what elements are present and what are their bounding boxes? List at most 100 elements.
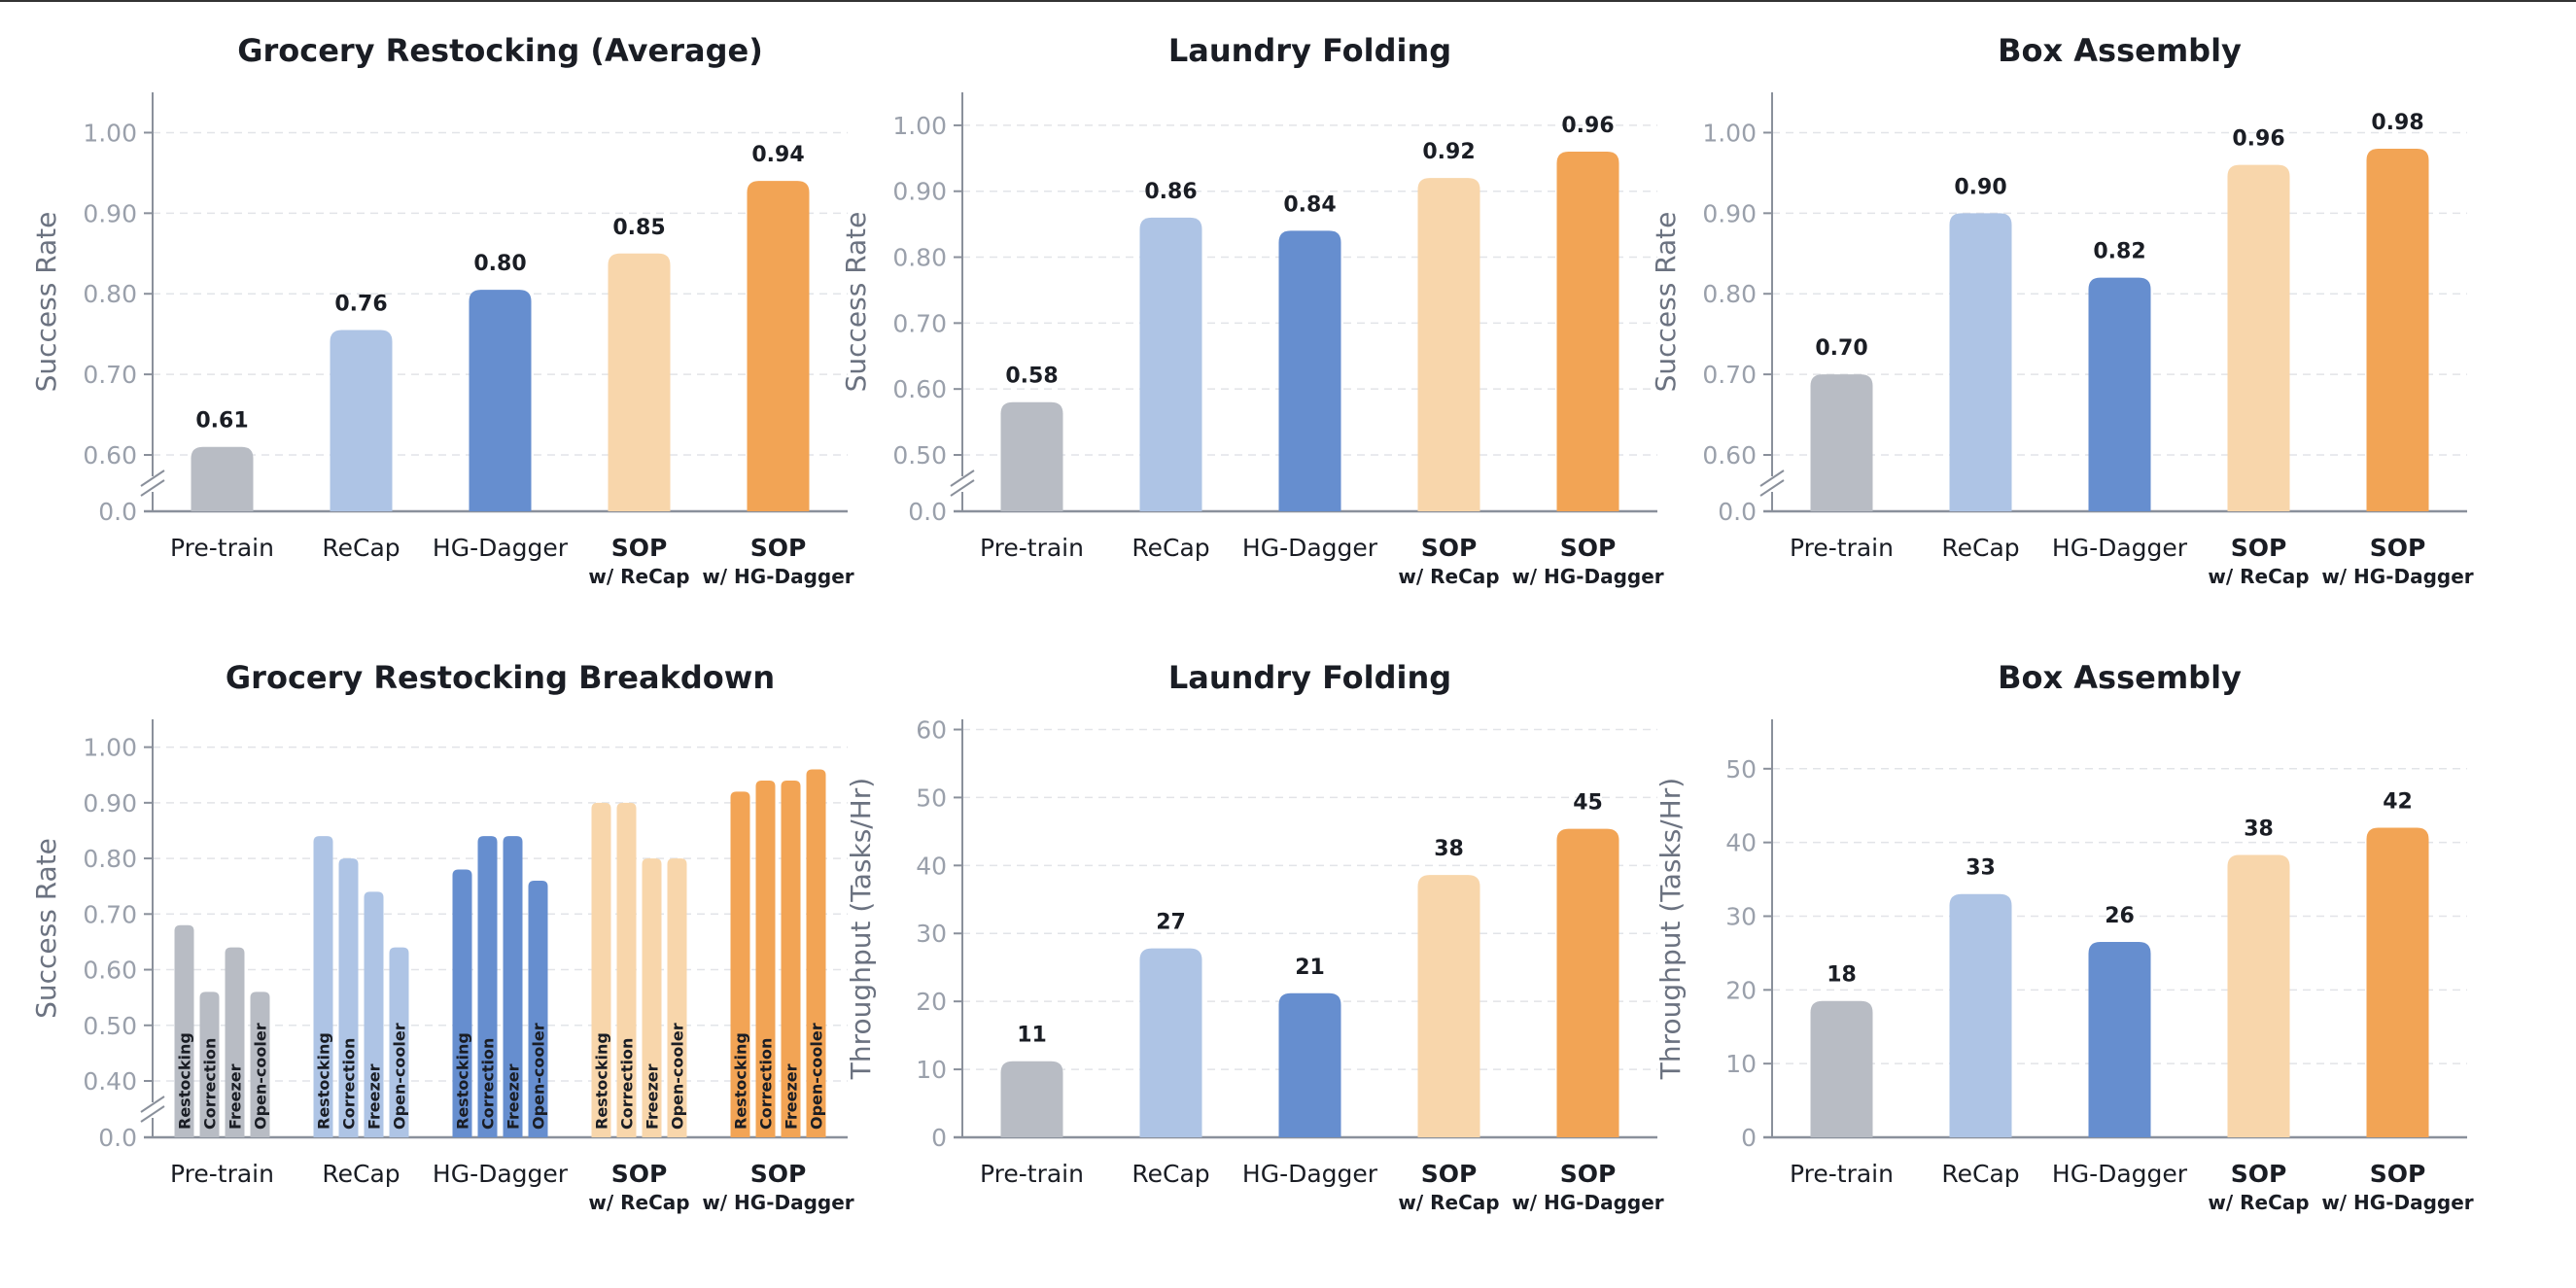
x-tick-sublabel: w/ ReCap xyxy=(2208,1191,2309,1214)
bar-open-cooler xyxy=(389,947,409,1137)
bar-sublabel: Correction xyxy=(479,1038,498,1130)
value-label: 42 xyxy=(2383,789,2413,814)
bar xyxy=(2366,149,2429,511)
value-label: 11 xyxy=(1017,1024,1047,1048)
bar-correction xyxy=(616,802,637,1137)
bar xyxy=(2088,942,2151,1137)
value-label: 0.84 xyxy=(1283,192,1336,217)
axis-break-mark xyxy=(140,479,165,497)
bar xyxy=(1139,217,1202,511)
bar-freezer xyxy=(225,947,245,1137)
value-label: 26 xyxy=(2105,904,2135,928)
bar-sublabel: Restocking xyxy=(315,1032,333,1130)
value-label: 0.96 xyxy=(2232,127,2284,152)
y-tick-label: 0.60 xyxy=(83,441,137,470)
y-tick-label: 0.70 xyxy=(892,309,947,337)
bar xyxy=(2227,854,2290,1137)
value-label: 0.92 xyxy=(1422,140,1475,164)
bar-sublabel: Restocking xyxy=(176,1032,194,1130)
bar-correction xyxy=(755,780,776,1137)
bar xyxy=(2227,164,2290,511)
bar xyxy=(1278,230,1341,511)
value-label: 0.90 xyxy=(1954,175,2006,199)
value-label: 0.82 xyxy=(2093,240,2145,264)
bar-open-cooler xyxy=(528,880,548,1137)
bar-sublabel: Correction xyxy=(618,1038,637,1130)
value-label: 0.85 xyxy=(612,216,665,240)
y-tick-label: 0.0 xyxy=(908,498,947,526)
bar-freezer xyxy=(781,780,801,1137)
value-label: 21 xyxy=(1295,956,1325,980)
bar xyxy=(1000,401,1063,511)
x-tick-label: Pre-train xyxy=(980,1160,1084,1188)
x-tick-sublabel: w/ ReCap xyxy=(588,1191,689,1214)
chart-panel-1: Grocery Restocking (Average) 0.0 0.60 0.70 0… xyxy=(30,32,854,588)
bar-restocking xyxy=(730,791,750,1137)
x-tick-label: SOP xyxy=(2370,534,2426,562)
bar xyxy=(1417,178,1480,511)
y-tick-label: 0.80 xyxy=(1702,280,1757,308)
y-tick-label: 50 xyxy=(916,783,947,812)
bar-sublabel: Open-cooler xyxy=(808,1023,826,1130)
bar-restocking xyxy=(174,924,194,1137)
bar-correction xyxy=(199,992,220,1137)
x-tick-label: ReCap xyxy=(1941,534,2019,562)
y-axis-label: Success Rate xyxy=(30,212,62,393)
y-tick-label: 1.00 xyxy=(83,734,137,762)
bar-sublabel: Freezer xyxy=(366,1063,384,1130)
chart-title: Box Assembly xyxy=(1998,32,2242,69)
chart-panel-6: Box Assembly 0 10 20 30 40 50 Throughput (Tasks… xyxy=(1654,659,2474,1214)
bar-freezer xyxy=(364,891,384,1137)
x-tick-label: ReCap xyxy=(322,534,400,562)
value-label: 0.70 xyxy=(1815,336,1867,361)
x-tick-label: SOP xyxy=(2370,1160,2426,1188)
bar-sublabel: Restocking xyxy=(732,1032,750,1130)
chart-title: Box Assembly xyxy=(1998,659,2242,696)
x-tick-sublabel: w/ HG-Dagger xyxy=(2321,565,2473,588)
x-tick-sublabel: w/ HG-Dagger xyxy=(702,1191,853,1214)
bar-open-cooler xyxy=(250,992,270,1137)
x-tick-label: ReCap xyxy=(322,1160,400,1188)
bar-sublabel: Freezer xyxy=(783,1063,801,1130)
y-tick-label: 0.90 xyxy=(892,178,947,206)
value-label: 0.80 xyxy=(473,252,526,276)
value-label: 38 xyxy=(2244,818,2274,842)
x-tick-label: SOP xyxy=(1560,534,1617,562)
bar-sublabel: Correction xyxy=(757,1038,776,1130)
bar-restocking xyxy=(591,802,611,1137)
x-tick-label: HG-Dagger xyxy=(2052,1160,2188,1188)
bar-sublabel: Correction xyxy=(201,1038,220,1130)
x-tick-label: HG-Dagger xyxy=(1242,534,1378,562)
x-tick-label: SOP xyxy=(1421,1160,1478,1188)
y-tick-label: 0.90 xyxy=(83,789,137,818)
bar xyxy=(1949,893,2012,1137)
bar-sublabel: Open-cooler xyxy=(669,1023,687,1130)
y-axis-label: Success Rate xyxy=(1650,212,1682,393)
x-tick-label: ReCap xyxy=(1131,1160,1209,1188)
bar-restocking xyxy=(313,836,333,1137)
y-tick-label: 0.60 xyxy=(1702,441,1757,470)
y-tick-label: 1.00 xyxy=(892,112,947,140)
x-tick-label: SOP xyxy=(611,1160,668,1188)
y-axis-label: Throughput (Tasks/Hr) xyxy=(1654,778,1687,1080)
y-tick-label: 50 xyxy=(1725,755,1757,783)
y-tick-label: 30 xyxy=(916,920,947,948)
y-tick-label: 0.50 xyxy=(892,441,947,470)
bar xyxy=(469,290,532,511)
x-tick-label: SOP xyxy=(750,1160,807,1188)
bar xyxy=(1417,875,1480,1137)
value-label: 0.98 xyxy=(2371,111,2423,135)
bar-sublabel: Open-cooler xyxy=(391,1023,409,1130)
x-tick-label: HG-Dagger xyxy=(2052,534,2188,562)
bar-correction xyxy=(338,858,359,1137)
axis-break-mark xyxy=(1759,470,1785,487)
y-axis-label: Success Rate xyxy=(30,838,62,1019)
y-tick-label: 0.90 xyxy=(1702,199,1757,227)
y-tick-label: 0.80 xyxy=(83,845,137,873)
value-label: 45 xyxy=(1573,791,1603,816)
x-tick-sublabel: w/ HG-Dagger xyxy=(2321,1191,2473,1214)
bar xyxy=(747,181,810,511)
chart-panel-5: Laundry Folding 0 10 20 30 40 50 60 Throughput (… xyxy=(845,659,1664,1214)
x-tick-label: HG-Dagger xyxy=(1242,1160,1378,1188)
bar xyxy=(2088,277,2151,511)
